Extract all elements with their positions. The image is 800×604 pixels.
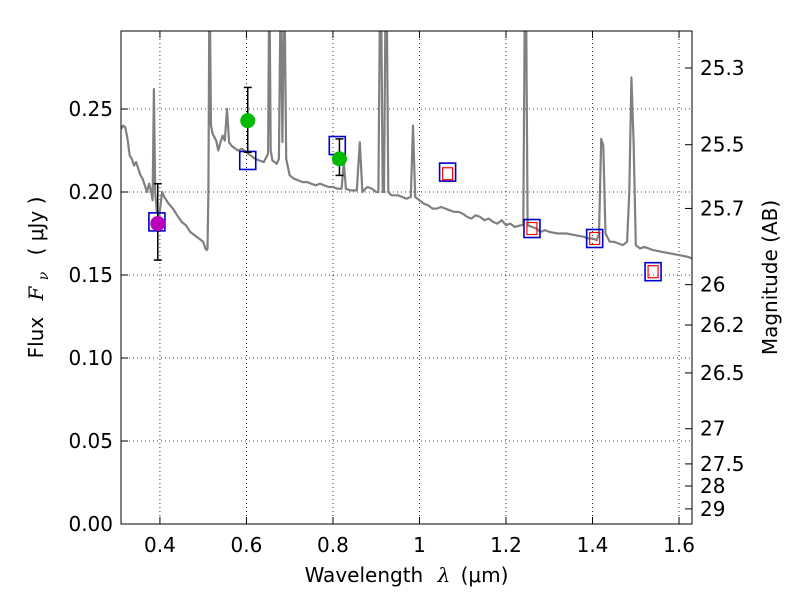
- y2-tick-label: 25.5: [700, 133, 745, 157]
- x-axis-label-symbol: λ: [437, 563, 451, 587]
- observed-photometry-marker: [526, 221, 538, 236]
- x-tick-label: 1.2: [490, 533, 522, 557]
- y-tick-label: 0.25: [68, 97, 113, 121]
- x-tick-label: 1.6: [663, 533, 695, 557]
- y2-axis-label: Magnitude (AB): [758, 200, 782, 355]
- x-axis-label-unit: (μm): [461, 563, 509, 587]
- y-tick-label: 0.05: [68, 429, 113, 453]
- observed-photometry-marker: [441, 167, 454, 181]
- observed-photometry-marker: [589, 231, 601, 246]
- y-tick-label: 0.20: [68, 180, 113, 204]
- y-axis-label-unit: ( μJy ): [24, 197, 48, 256]
- y-tick-label: 0.10: [68, 346, 113, 370]
- model-photometry-marker: [644, 261, 662, 282]
- x-tick-label: 1.4: [577, 533, 609, 557]
- y2-tick-label: 26.5: [700, 361, 745, 385]
- plot-frame: [120, 30, 693, 525]
- observed-photometry-marker: [647, 265, 659, 279]
- y-axis-label-text: Flux: [24, 317, 48, 359]
- spectrum-line: [121, 31, 692, 260]
- x-tick-label: 0.8: [317, 533, 349, 557]
- y-axis-label: Flux F ν ( μJy ): [24, 197, 53, 359]
- x-axis-label-text: Wavelength: [305, 563, 424, 587]
- y2-tick-label: 29: [700, 497, 725, 521]
- optical-detections-marker: [331, 151, 347, 167]
- y2-tick-label: 25.7: [700, 196, 745, 220]
- y-tick-label: 0.15: [68, 263, 113, 287]
- gridlines: [121, 31, 692, 525]
- optical-detections-marker: [240, 113, 256, 129]
- model-photometry-marker: [438, 162, 457, 182]
- y2-tick-label: 27: [700, 417, 725, 441]
- uv-detection-marker: [150, 216, 166, 232]
- axes: 0.4 0.6 0.8 1 1.2 1.4 1.6 0.00 0.05 0.10 0.15 0.20 0…: [68, 31, 745, 557]
- x-tick-label: 0.4: [144, 533, 176, 557]
- plot-area: [121, 31, 692, 282]
- x-tick-label: 1: [413, 533, 426, 557]
- y2-tick-label: 26: [700, 273, 725, 297]
- y-axis-label-subscript: ν: [36, 271, 52, 280]
- y2-tick-label: 27.5: [700, 452, 745, 476]
- x-axis-label: Wavelength λ (μm): [305, 563, 509, 587]
- y2-tick-label: 25.3: [700, 56, 745, 80]
- x-tick-label: 0.6: [231, 533, 263, 557]
- y2-tick-label: 28: [700, 474, 725, 498]
- y-tick-label: 0.00: [68, 512, 113, 536]
- y2-tick-label: 26.2: [700, 313, 745, 337]
- model-photometry-marker: [523, 218, 541, 239]
- y-axis-label-symbol: F: [24, 285, 48, 301]
- model-photometry-marker: [585, 228, 604, 249]
